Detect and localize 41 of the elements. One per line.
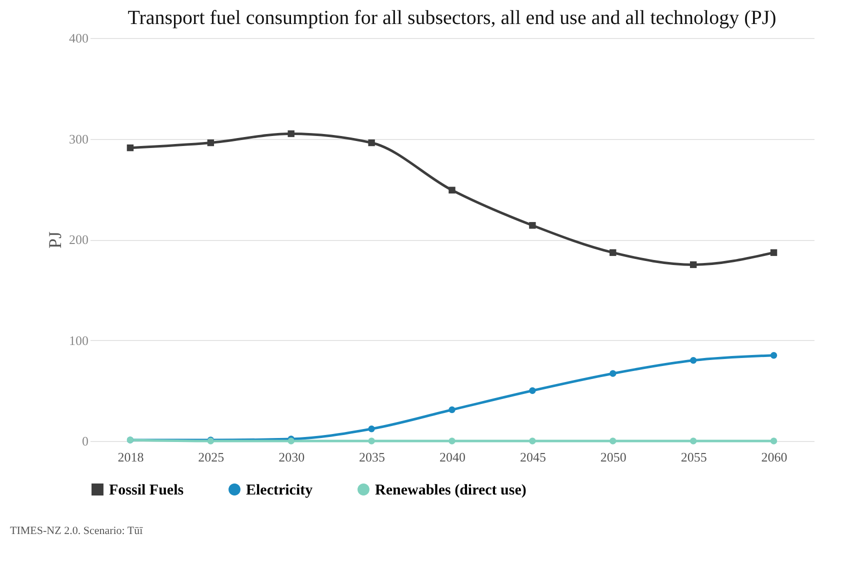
x-tick-label: 2050 [600,450,626,464]
point [610,370,616,377]
point [770,352,778,359]
x-tick-label: 2030 [278,450,305,464]
legend-label: Renewables (direct use) [375,482,526,499]
point [368,139,375,146]
y-tick-label: 400 [69,30,88,46]
point [529,222,536,229]
point [448,438,456,444]
x-tick-label: 2025 [198,450,224,464]
point [690,357,697,364]
legend-label: Electricity [246,482,314,499]
point [448,406,456,414]
point [610,249,616,256]
x-tick-label: 2040 [440,450,466,464]
chart-title: Transport fuel consumption for all subsectors, all end use and all technology (PJ) [128,7,776,29]
x-tick-label: 2060 [761,450,788,464]
point [368,426,375,432]
point [529,438,536,444]
y-tick-label: 200 [69,232,88,247]
point [690,261,697,268]
point [770,438,778,444]
point [368,438,375,444]
point [610,438,616,444]
text: TIMES-NZ 2.0. Scenario: Tūī [10,525,144,537]
point [288,130,294,138]
x-tick-label: 2045 [520,450,546,464]
point [448,186,456,194]
y-tick-label: 100 [69,332,88,348]
y-axis-title: PJ [45,231,65,249]
point [690,438,697,444]
point [529,387,536,394]
point [126,144,134,152]
x-tick-label: 2018 [118,450,144,464]
point [207,139,214,146]
legend-label: Fossil Fuels [109,482,184,499]
y-tick-label: 300 [69,131,88,146]
x-tick-label: 2055 [680,450,707,464]
point [770,249,778,256]
x-tick-label: 2035 [359,450,386,464]
y-tick-label: 0 [82,434,88,448]
